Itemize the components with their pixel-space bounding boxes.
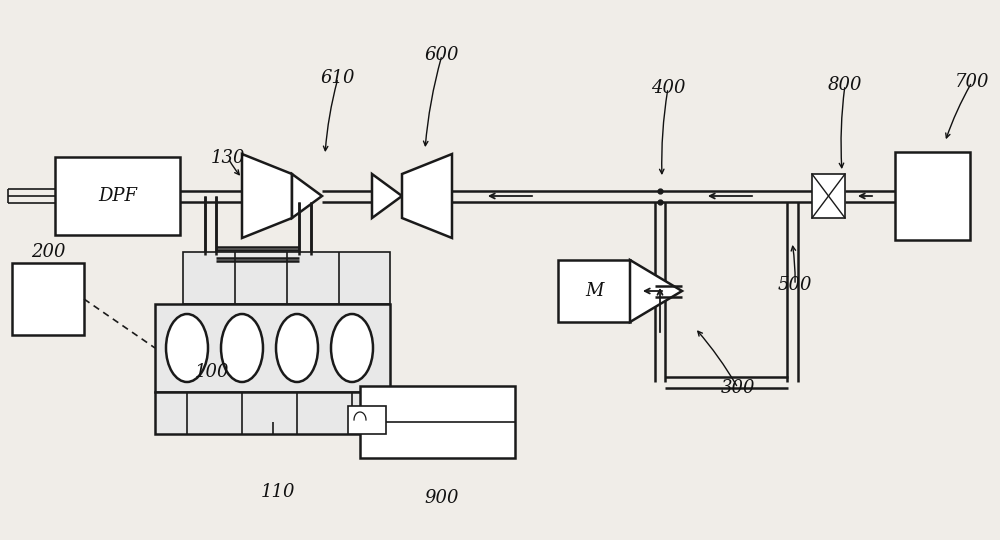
FancyBboxPatch shape — [155, 304, 390, 392]
Text: 800: 800 — [828, 76, 862, 94]
Text: 110: 110 — [261, 483, 295, 501]
FancyBboxPatch shape — [895, 152, 970, 240]
Ellipse shape — [331, 314, 373, 382]
FancyBboxPatch shape — [12, 263, 84, 335]
Text: M: M — [585, 282, 603, 300]
Text: 200: 200 — [31, 243, 65, 261]
FancyBboxPatch shape — [812, 174, 845, 218]
FancyBboxPatch shape — [348, 406, 386, 434]
Text: 400: 400 — [651, 79, 685, 97]
FancyBboxPatch shape — [183, 252, 390, 304]
Polygon shape — [292, 174, 322, 218]
Text: 900: 900 — [425, 489, 459, 507]
Ellipse shape — [276, 314, 318, 382]
Text: 610: 610 — [321, 69, 355, 87]
FancyBboxPatch shape — [155, 392, 390, 434]
Polygon shape — [630, 260, 682, 322]
Text: DPF: DPF — [98, 187, 137, 205]
Text: 100: 100 — [195, 363, 229, 381]
Text: 600: 600 — [425, 46, 459, 64]
Polygon shape — [372, 174, 402, 218]
Text: 700: 700 — [955, 73, 989, 91]
Text: 500: 500 — [778, 276, 812, 294]
FancyBboxPatch shape — [360, 386, 515, 458]
FancyBboxPatch shape — [55, 157, 180, 235]
Text: 300: 300 — [721, 379, 755, 397]
Text: 130: 130 — [211, 149, 245, 167]
Polygon shape — [242, 154, 292, 238]
Ellipse shape — [221, 314, 263, 382]
Ellipse shape — [166, 314, 208, 382]
FancyBboxPatch shape — [558, 260, 630, 322]
Polygon shape — [402, 154, 452, 238]
